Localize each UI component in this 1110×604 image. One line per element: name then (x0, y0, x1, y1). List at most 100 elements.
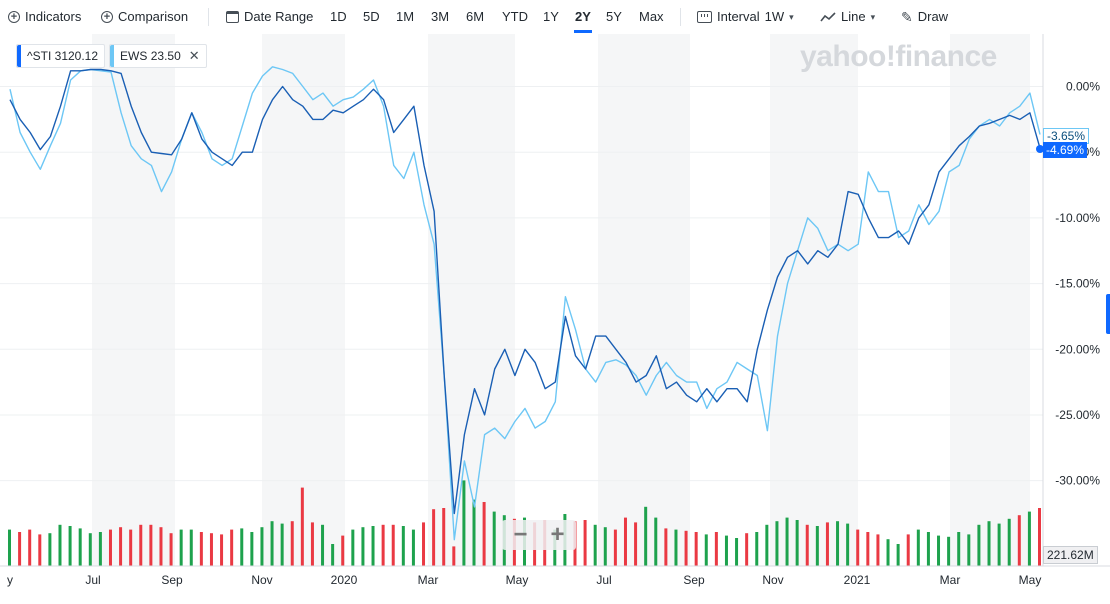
line-chart-icon (820, 12, 836, 22)
chevron-down-icon: ▾ (870, 12, 876, 22)
range-6m[interactable]: 6M (466, 7, 484, 27)
range-label: 1M (396, 9, 415, 24)
volume-bar (28, 529, 32, 566)
volume-bar (381, 524, 385, 566)
range-label: 3M (431, 9, 450, 24)
y-tick-label: -25.00% (1055, 408, 1100, 422)
x-tick-label: Sep (683, 573, 705, 587)
zoom-out-button[interactable]: − (513, 521, 528, 548)
range-1m[interactable]: 1M (396, 7, 414, 27)
volume-bar (492, 511, 496, 566)
plus-circle-icon: + (8, 11, 20, 23)
comparison-label: Comparison (118, 9, 189, 24)
volume-bar (775, 521, 779, 566)
volume-bar (1017, 515, 1021, 566)
volume-bar (250, 532, 254, 566)
volume-bar (937, 535, 941, 566)
x-axis-labels: y Jul Sep Nov 2020 Mar May Jul Sep Nov 2021 Mar May (7, 573, 1041, 587)
volume-bar (613, 529, 617, 566)
divider (680, 8, 681, 26)
range-max[interactable]: Max (639, 7, 664, 27)
volume-bar (220, 534, 224, 566)
last-point-marker (1036, 145, 1044, 153)
month-bands (92, 34, 1030, 566)
active-range-indicator (574, 30, 592, 33)
volume-bar (886, 539, 890, 566)
volume-bar (714, 532, 718, 566)
range-5d[interactable]: 5D (363, 7, 380, 27)
x-tick-label: y (7, 573, 13, 587)
volume-bar (321, 524, 325, 566)
range-label: YTD (502, 9, 528, 24)
close-icon[interactable]: ✕ (188, 48, 200, 63)
volume-bar (654, 517, 658, 566)
pencil-icon: ✎ (901, 9, 913, 25)
volume-bar (361, 527, 365, 566)
legend-chip-sti[interactable]: ^STI 3120.12 (16, 44, 106, 68)
volume-bar (179, 529, 183, 566)
volume-bar (997, 523, 1001, 566)
volume-bar (977, 524, 981, 566)
volume-bar (38, 534, 42, 566)
series-color-swatch (17, 45, 21, 67)
range-label: 5Y (606, 9, 622, 24)
plus-circle-icon: + (101, 11, 113, 23)
volume-bar (351, 529, 355, 566)
volume-bar (149, 524, 153, 566)
volume-value-tag: 221.62M (1043, 546, 1098, 564)
comparison-button[interactable]: + Comparison (101, 7, 188, 27)
volume-bar (926, 532, 930, 566)
zoom-in-button[interactable]: + (550, 521, 565, 548)
volume-bar (634, 522, 638, 566)
interval-button[interactable]: Interval 1W ▾ (697, 7, 794, 27)
volume-bar (472, 499, 476, 566)
volume-bar (482, 502, 486, 566)
volume-bar (735, 538, 739, 566)
range-5y[interactable]: 5Y (606, 7, 622, 27)
volume-bar (785, 517, 789, 566)
volume-bar (462, 480, 466, 566)
volume-bar (310, 522, 314, 566)
volume-bar (139, 524, 143, 566)
x-tick-label: May (506, 573, 529, 587)
range-1d[interactable]: 1D (330, 7, 347, 27)
volume-bar (48, 533, 52, 566)
volume-bar (290, 521, 294, 566)
volume-bar (795, 520, 799, 566)
volume-bar (260, 527, 264, 566)
range-3m[interactable]: 3M (431, 7, 449, 27)
month-band (262, 34, 345, 566)
month-band (770, 34, 858, 566)
volume-bar (896, 544, 900, 566)
volume-bar (684, 530, 688, 566)
range-ytd[interactable]: YTD (502, 7, 528, 27)
volume-bar (644, 506, 648, 566)
y-axis-scroll-handle[interactable] (1106, 294, 1110, 334)
volume-bar (825, 522, 829, 566)
volume-bar (957, 532, 961, 566)
x-tick-label: Nov (762, 573, 783, 587)
range-2y[interactable]: 2Y (575, 7, 591, 27)
legend-chip-ews[interactable]: EWS 23.50 ✕ (109, 44, 207, 68)
volume-bar (300, 487, 304, 566)
volume-bar (119, 527, 123, 566)
volume-bar (209, 533, 213, 566)
indicators-label: Indicators (25, 9, 82, 24)
volume-bar (18, 532, 22, 566)
series-color-swatch (110, 45, 115, 67)
volume-bar (422, 522, 426, 566)
x-tick-label: Nov (251, 573, 272, 587)
volume-bar (432, 509, 436, 566)
draw-button[interactable]: ✎ Draw (901, 7, 948, 27)
date-range-button[interactable]: Date Range (226, 7, 313, 27)
chart-type-button[interactable]: Line ▾ (820, 7, 875, 27)
volume-bar (88, 533, 92, 566)
indicators-button[interactable]: + Indicators (8, 7, 81, 27)
divider (208, 8, 209, 26)
series-line-sti (9, 68, 1041, 515)
range-1y[interactable]: 1Y (543, 7, 559, 27)
volume-bar (603, 527, 607, 566)
y-tick-label: -15.00% (1055, 277, 1100, 291)
volume-bar (1027, 511, 1031, 566)
